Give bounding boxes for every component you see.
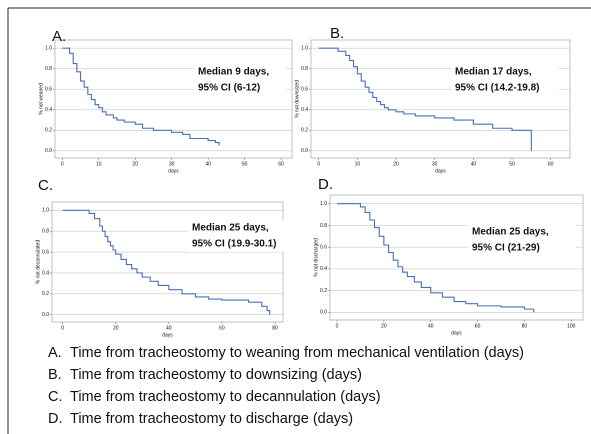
- x-axis-label: days: [168, 168, 179, 174]
- x-tick-label: 20: [113, 325, 119, 331]
- plot-frame: [310, 39, 571, 159]
- survival-curve: [337, 203, 535, 313]
- x-tick-label: 20: [132, 161, 138, 167]
- panel-title: A.: [52, 28, 66, 45]
- annotation: Median 9 days,: [198, 67, 269, 78]
- y-tick-label: 0.0: [45, 148, 52, 154]
- panel-title: B.: [330, 25, 344, 42]
- y-axis-label: % not discharged: [313, 238, 319, 277]
- annotation: 95% CI (6-12): [198, 83, 260, 94]
- caption-text: Time from tracheostomy to downsizing (da…: [70, 367, 362, 383]
- y-tick-label: 0.0: [320, 310, 327, 316]
- y-axis-label: % not decannulated: [35, 240, 41, 284]
- annotation: Median 25 days,: [192, 223, 269, 234]
- survival-curve: [62, 209, 271, 315]
- annotation-box: [188, 220, 288, 252]
- x-tick-label: 30: [432, 161, 438, 167]
- y-tick-label: 0.2: [45, 128, 52, 134]
- x-tick-label: 20: [381, 323, 387, 329]
- annotation: 95% CI (21-29): [472, 243, 540, 254]
- y-tick-label: 1.0: [45, 46, 52, 52]
- x-tick-label: 80: [272, 325, 278, 331]
- y-tick-label: 0.0: [42, 312, 49, 318]
- caption-text: Time from tracheostomy to discharge (day…: [70, 411, 353, 427]
- y-tick-label: 1.0: [42, 208, 49, 214]
- y-tick-label: 0.0: [301, 148, 308, 154]
- plot-frame: [54, 39, 293, 159]
- y-tick-label: 0.4: [301, 107, 308, 113]
- annotation: Median 25 days,: [472, 227, 549, 238]
- x-tick-label: 50: [509, 161, 515, 167]
- caption-text: Time from tracheostomy to decannulation …: [70, 389, 381, 405]
- x-tick-label: 60: [219, 325, 225, 331]
- y-tick-label: 0.4: [45, 107, 52, 113]
- caption-letter: D.: [48, 411, 63, 427]
- x-tick-label: 60: [278, 161, 284, 167]
- y-tick-label: 1.0: [320, 201, 327, 207]
- x-tick-label: 20: [393, 161, 399, 167]
- y-axis-label: % not weaned: [38, 83, 44, 115]
- x-tick-label: 60: [548, 161, 554, 167]
- x-tick-label: 60: [475, 323, 481, 329]
- x-tick-label: 40: [166, 325, 172, 331]
- annotation: 95% CI (19.9-30.1): [192, 239, 277, 250]
- annotation: Median 17 days,: [455, 67, 532, 78]
- y-tick-label: 0.4: [320, 266, 327, 272]
- y-axis-label: % not downsized: [294, 80, 300, 118]
- survival-curve: [318, 47, 532, 151]
- annotation-box: [451, 64, 559, 96]
- panel-title: D.: [318, 176, 333, 193]
- y-tick-label: 0.2: [42, 291, 49, 297]
- y-tick-label: 1.0: [301, 46, 308, 52]
- x-tick-label: 0: [317, 161, 320, 167]
- x-tick-label: 80: [522, 323, 528, 329]
- y-tick-label: 0.8: [45, 66, 52, 72]
- x-axis-label: days: [162, 332, 173, 338]
- x-tick-label: 100: [567, 323, 576, 329]
- annotation: 95% CI (14.2-19.8): [455, 83, 540, 94]
- plot-frame: [51, 201, 284, 323]
- x-axis-label: days: [435, 168, 446, 174]
- caption-letter: A.: [48, 345, 62, 361]
- x-tick-label: 0: [61, 325, 64, 331]
- survival-curve: [62, 47, 220, 146]
- panel-title: C.: [38, 177, 53, 194]
- annotation-box: [194, 64, 286, 96]
- y-tick-label: 0.4: [42, 270, 49, 276]
- y-tick-label: 0.8: [42, 229, 49, 235]
- y-tick-label: 0.6: [42, 249, 49, 255]
- x-tick-label: 40: [471, 161, 477, 167]
- annotation-box: [468, 224, 576, 256]
- caption-letter: B.: [48, 367, 62, 383]
- y-tick-label: 0.6: [45, 87, 52, 93]
- x-tick-label: 10: [96, 161, 102, 167]
- y-tick-label: 0.6: [320, 245, 327, 251]
- x-tick-label: 30: [169, 161, 175, 167]
- plot-frame: [329, 194, 584, 321]
- y-tick-label: 0.2: [320, 288, 327, 294]
- y-tick-label: 0.6: [301, 87, 308, 93]
- x-tick-label: 10: [355, 161, 361, 167]
- caption-text: Time from tracheostomy to weaning from m…: [70, 345, 524, 361]
- y-tick-label: 0.8: [301, 66, 308, 72]
- caption-letter: C.: [48, 389, 63, 405]
- x-tick-label: 50: [242, 161, 248, 167]
- x-tick-label: 0: [336, 323, 339, 329]
- x-tick-label: 0: [61, 161, 64, 167]
- x-tick-label: 40: [428, 323, 434, 329]
- x-tick-label: 40: [205, 161, 211, 167]
- x-axis-label: days: [451, 330, 462, 336]
- y-tick-label: 0.8: [320, 223, 327, 229]
- y-tick-label: 0.2: [301, 128, 308, 134]
